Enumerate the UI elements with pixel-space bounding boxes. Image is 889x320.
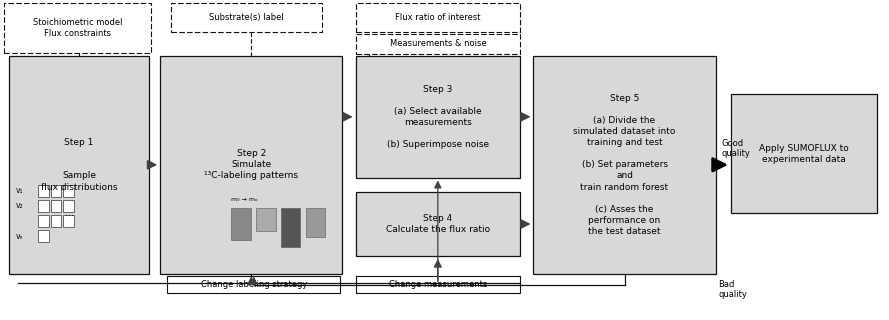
Text: Step 3

(a) Select available
measurements

(b) Superimpose noise: Step 3 (a) Select available measurements… [387,84,489,149]
FancyBboxPatch shape [356,192,520,256]
FancyBboxPatch shape [51,200,61,212]
Text: Step 2
Simulate
¹³C-labeling patterns: Step 2 Simulate ¹³C-labeling patterns [204,149,298,180]
FancyBboxPatch shape [356,56,520,178]
FancyBboxPatch shape [51,185,61,197]
Text: v₂: v₂ [16,202,24,211]
Text: Measurements & noise: Measurements & noise [389,39,486,49]
Text: Good
quality: Good quality [722,139,750,158]
Text: Step 4
Calculate the flux ratio: Step 4 Calculate the flux ratio [386,214,490,234]
Text: Stoichiometric model
Flux constraints: Stoichiometric model Flux constraints [33,18,123,38]
FancyBboxPatch shape [533,56,716,274]
FancyBboxPatch shape [63,215,74,228]
Text: Change measurements: Change measurements [388,280,487,289]
Text: Step 5

(a) Divide the
simulated dataset into
training and test

(b) Set paramet: Step 5 (a) Divide the simulated dataset … [573,94,676,236]
FancyBboxPatch shape [9,56,149,274]
FancyBboxPatch shape [38,200,49,212]
Text: Substrate(s) label: Substrate(s) label [209,13,284,22]
FancyBboxPatch shape [731,94,877,213]
Text: m₀ → mₒ: m₀ → mₒ [231,197,258,202]
Text: Change labeling strategy: Change labeling strategy [201,280,307,289]
FancyBboxPatch shape [38,215,49,228]
Text: v₁: v₁ [16,187,23,196]
Text: vₙ: vₙ [16,232,23,241]
FancyBboxPatch shape [167,276,340,293]
FancyBboxPatch shape [38,185,49,197]
Text: Flux ratio of interest: Flux ratio of interest [395,13,481,22]
Text: Apply SUMOFLUX to
experimental data: Apply SUMOFLUX to experimental data [759,144,849,164]
FancyBboxPatch shape [63,185,74,197]
FancyBboxPatch shape [256,208,276,231]
FancyBboxPatch shape [160,56,342,274]
FancyBboxPatch shape [281,208,300,247]
FancyBboxPatch shape [51,215,61,228]
Text: Step 1


Sample
flux distributions: Step 1 Sample flux distributions [41,138,117,191]
FancyBboxPatch shape [63,200,74,212]
FancyBboxPatch shape [306,208,325,237]
Text: ...: ... [65,208,74,219]
FancyBboxPatch shape [356,276,520,293]
FancyBboxPatch shape [231,208,251,240]
Text: Bad
quality: Bad quality [718,280,747,300]
FancyBboxPatch shape [38,230,49,243]
